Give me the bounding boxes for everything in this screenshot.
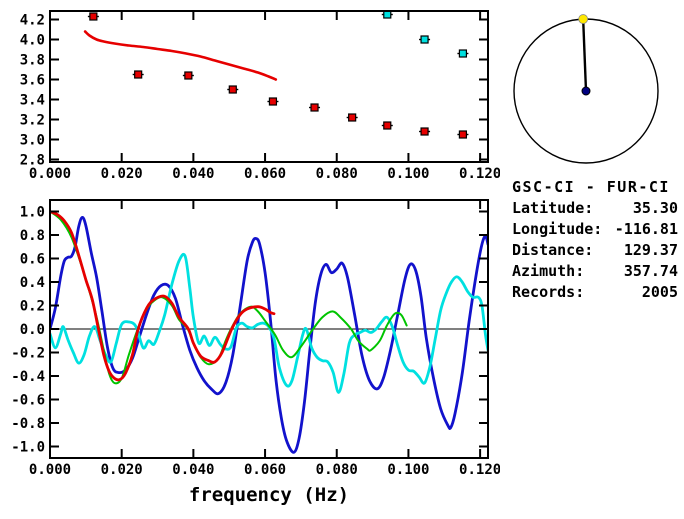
y-tick-label: 0.8 <box>20 228 45 244</box>
station-pair-title: GSC-CI - FUR-CI <box>512 178 670 196</box>
red-velocity-measurement-point <box>268 97 278 106</box>
info-value: 129.37 <box>623 241 678 259</box>
station-marker-dot <box>578 14 589 24</box>
plot-border <box>49 10 489 163</box>
red-trace-curve <box>50 210 276 382</box>
center-dot <box>581 86 591 96</box>
y-tick-label: -0.4 <box>11 369 45 385</box>
info-label: Azimuth: <box>512 262 585 280</box>
info-value: 35.30 <box>632 199 678 217</box>
azimuth-dial <box>513 14 659 164</box>
frequency-axis-label: frequency (Hz) <box>188 484 350 506</box>
red-velocity-measurement-point <box>420 127 429 136</box>
x-tick-label: 0.040 <box>172 462 214 478</box>
x-tick-label: 0.020 <box>101 462 143 478</box>
info-label: Longitude: <box>512 220 603 238</box>
y-tick-label: 4.2 <box>20 13 45 29</box>
cyan-velocity-measurement-point <box>420 35 429 44</box>
red-velocity-measurement-point <box>89 12 98 21</box>
y-tick-label: -0.8 <box>11 416 45 432</box>
red-velocity-measurement-point <box>348 113 357 122</box>
x-tick-label: 0.040 <box>172 166 214 182</box>
y-tick-label: 0.6 <box>20 252 45 268</box>
x-tick-label: 0.120 <box>459 166 500 182</box>
info-label: Records: <box>512 283 585 301</box>
red-velocity-measurement-point <box>383 121 392 130</box>
plot-border <box>49 199 489 459</box>
model-dispersion-curve <box>83 30 278 81</box>
x-tick-label: 0.080 <box>316 462 358 478</box>
waveform-plot: 0.000 0.020 0.040 0.060 0.080 0.100 0.120 1.0 0.… <box>11 199 500 478</box>
station-info-row: Records: 2005 <box>512 282 678 303</box>
x-tick-label: 0.000 <box>29 166 71 182</box>
x-tick-label: 0.060 <box>244 166 286 182</box>
info-value: 357.74 <box>623 262 678 280</box>
y-tick-label: 3.0 <box>20 133 45 149</box>
azimuth-pointer <box>581 19 588 92</box>
x-tick-label: 0.120 <box>459 462 500 478</box>
y-tick-label: 4.0 <box>20 33 45 49</box>
x-tick-label: 0.080 <box>316 166 358 182</box>
y-tick-label: 3.6 <box>20 73 45 89</box>
y-tick-label: 3.8 <box>20 53 45 69</box>
y-tick-label: -0.6 <box>11 392 45 408</box>
y-tick-label: -1.0 <box>11 439 45 455</box>
x-tick-label: 0.060 <box>244 462 286 478</box>
info-label: Distance: <box>512 241 594 259</box>
x-tick-label: 0.100 <box>387 166 429 182</box>
red-velocity-measurement-point <box>310 103 319 112</box>
station-info-panel: GSC-CI - FUR-CI Latitude: 35.30 Longitude… <box>512 177 678 303</box>
info-value: -116.81 <box>614 220 678 238</box>
info-label: Latitude: <box>512 199 594 217</box>
station-info-row: Azimuth: 357.74 <box>512 261 678 282</box>
red-velocity-measurement-point <box>134 70 143 79</box>
cyan-velocity-measurement-point <box>458 49 468 58</box>
dispersion-plot: 0.000 0.020 0.040 0.060 0.080 0.100 0.120 4.2 4.… <box>20 10 500 182</box>
y-tick-label: 2.8 <box>20 153 45 169</box>
cyan-trace-curve <box>50 252 488 394</box>
cyan-velocity-measurement-point <box>383 11 392 19</box>
y-tick-label: 0.2 <box>20 299 45 315</box>
y-tick-label: 3.4 <box>20 93 45 109</box>
red-velocity-measurement-point <box>184 71 193 80</box>
red-velocity-measurement-point <box>228 85 237 94</box>
y-tick-label: -0.2 <box>11 345 45 361</box>
info-value: 2005 <box>641 283 678 301</box>
y-tick-label: 0.0 <box>20 322 45 338</box>
blue-trace-curve <box>50 216 488 454</box>
y-tick-label: 1.0 <box>20 205 45 221</box>
y-tick-label: 3.2 <box>20 113 45 129</box>
x-tick-label: 0.020 <box>101 166 143 182</box>
x-tick-label: 0.000 <box>29 462 71 478</box>
station-info-row: Longitude: -116.81 <box>512 219 678 240</box>
red-velocity-measurement-point <box>458 130 468 139</box>
station-info-row: Latitude: 35.30 <box>512 198 678 219</box>
y-tick-label: 0.4 <box>20 275 45 291</box>
station-info-row: Distance: 129.37 <box>512 240 678 261</box>
x-tick-label: 0.100 <box>387 462 429 478</box>
